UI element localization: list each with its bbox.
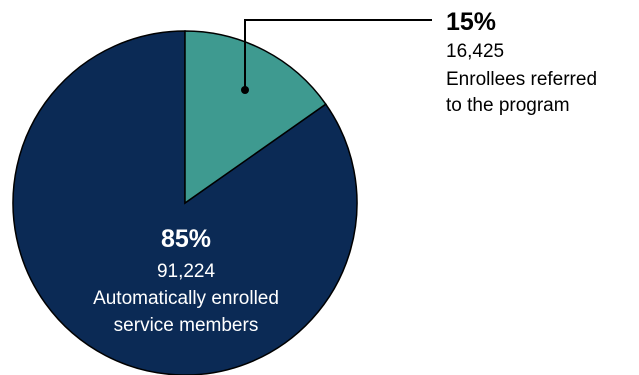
inner-label-automatically-enrolled: 85% 91,224 Automatically enrolled servic…: [93, 225, 279, 336]
callout-leader-line: [244, 19, 432, 90]
callout-label-referred: 15% 16,425 Enrollees referred to the pro…: [446, 8, 597, 116]
pie-slice-enrollees-referred: [184, 30, 327, 205]
slice-percent-label: 85%: [161, 225, 211, 253]
slice-description-line-2: service members: [114, 315, 259, 336]
slice-percent-label: 15%: [446, 8, 496, 36]
slice-value-label: 91,224: [157, 261, 216, 282]
slice-description-line-2: to the program: [446, 95, 570, 116]
slice-value-label: 16,425: [446, 41, 504, 62]
slice-description-line-1: Automatically enrolled: [93, 288, 279, 309]
slice-description-line-1: Enrollees referred: [446, 69, 597, 90]
callout-dot: [241, 86, 249, 94]
